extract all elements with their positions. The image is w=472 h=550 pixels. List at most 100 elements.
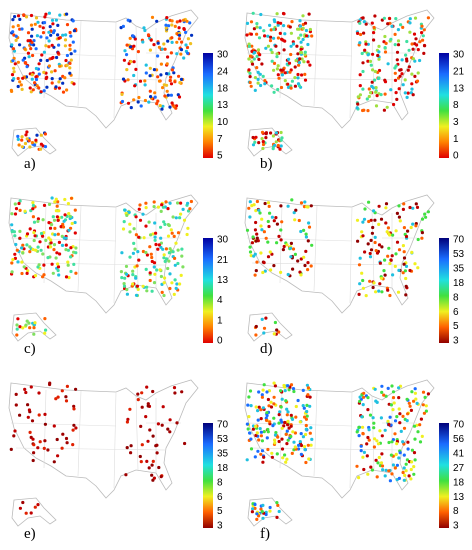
site-dot [272,27,276,31]
site-dot [58,252,62,256]
site-dot [141,284,145,288]
site-dot [136,50,140,54]
site-dot [268,509,272,513]
site-dot [146,33,151,37]
site-dot [32,443,36,447]
site-dot [408,268,412,273]
site-dot [298,50,303,54]
site-dot [407,474,411,478]
site-dot [166,266,170,271]
colorbar-tick-label: 56 [453,434,465,445]
site-dot [401,440,405,444]
site-dot [167,251,171,255]
site-dot [370,21,374,25]
site-dot [258,26,262,30]
site-dot [265,436,269,440]
site-dot [276,503,280,507]
site-dot [54,256,58,260]
site-dot [62,219,66,223]
site-dot [34,47,38,51]
site-dot [39,90,43,94]
site-dot [410,42,414,46]
site-dot [378,261,382,265]
site-dot [357,292,361,296]
site-dot [73,49,77,53]
site-dot [247,68,251,72]
site-dot [415,43,419,47]
site-dot [280,437,284,441]
site-dot [406,440,410,444]
site-dot [397,396,401,400]
site-dot [384,202,389,206]
site-dot [173,263,177,267]
site-dot [372,31,376,35]
site-dot [143,83,147,87]
site-dot [64,275,69,279]
site-dot [387,246,391,250]
site-dot [420,434,424,438]
site-dot [161,247,165,251]
site-dot [291,247,296,251]
site-dot [290,20,294,24]
site-dot [148,89,152,93]
site-dot [170,68,174,72]
site-dot [154,242,158,247]
site-dot [358,395,362,399]
site-dot [132,73,136,78]
site-dot [47,11,52,15]
site-dot [299,257,303,261]
site-dot [388,293,392,298]
site-dot [159,62,163,66]
site-dot [56,262,60,266]
colorbar-tick-label: 5 [217,151,223,162]
site-dot [13,202,17,206]
site-dot [267,204,271,208]
site-dot [176,231,181,235]
site-dot [143,28,147,33]
site-dot [124,473,128,477]
site-dot [48,382,52,387]
site-dot [55,204,59,208]
site-dot [261,460,265,464]
site-dot [145,459,149,463]
site-dot [166,427,170,431]
colorbar-tick-label: 30 [453,50,465,61]
site-dot [129,444,133,448]
site-dot [137,258,141,262]
site-dot [410,250,414,254]
site-dot [36,503,40,507]
site-dot [13,256,17,260]
site-dot [168,201,172,205]
site-dot [266,430,270,434]
site-dot [245,458,249,462]
site-dot [165,72,169,76]
site-dot [37,263,41,267]
site-dot [150,463,154,467]
site-dot [164,247,168,251]
site-dot [421,34,425,38]
site-dot [398,74,402,78]
site-dot [255,431,259,435]
site-dot [256,81,260,85]
site-dot [21,76,25,80]
site-dot [265,390,269,394]
site-dot [369,218,373,222]
colorbar-tick-label: 3 [453,336,459,347]
site-dot [64,395,68,399]
site-dot [264,136,268,140]
site-dot [252,27,256,31]
site-dot [370,80,374,84]
site-dot [273,384,277,388]
site-dot [122,58,126,62]
site-dot [273,433,278,437]
site-dot [298,24,303,28]
site-dot [122,284,127,288]
site-dot [277,76,281,80]
colorbar-tick-label: 30 [217,235,229,246]
site-dot [399,429,403,433]
site-dot [163,276,167,280]
site-dot [364,294,368,298]
site-dot [279,418,283,422]
site-dot [285,457,289,461]
site-dot [291,387,296,391]
